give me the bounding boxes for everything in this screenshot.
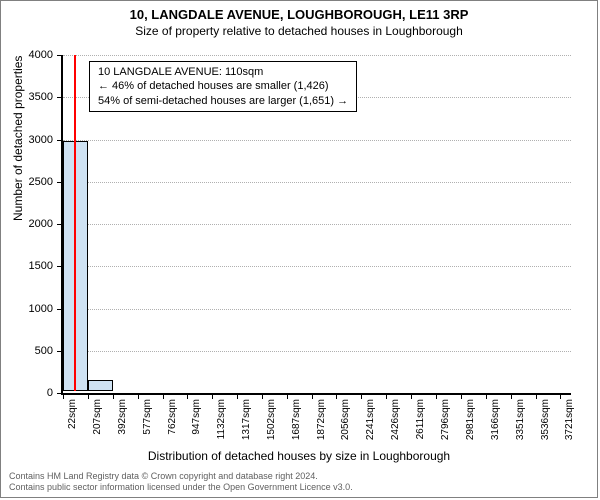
footer: Contains HM Land Registry data © Crown c… xyxy=(9,471,353,493)
chart-title: 10, LANGDALE AVENUE, LOUGHBOROUGH, LE11 … xyxy=(1,7,597,22)
xtick-label: 1502sqm xyxy=(266,399,277,440)
xtick-label: 1317sqm xyxy=(241,399,252,440)
xtick-mark xyxy=(63,393,64,399)
xtick-mark xyxy=(386,393,387,399)
ytick-label: 500 xyxy=(13,345,53,357)
xtick-mark xyxy=(287,393,288,399)
ytick-mark xyxy=(57,97,63,98)
info-line2: ← 46% of detached houses are smaller (1,… xyxy=(98,79,348,93)
xtick-label: 762sqm xyxy=(167,399,178,435)
xtick-label: 2056sqm xyxy=(340,399,351,440)
info-box: 10 LANGDALE AVENUE: 110sqm ← 46% of deta… xyxy=(89,61,357,112)
xtick-label: 2611sqm xyxy=(415,399,426,439)
footer-line1: Contains HM Land Registry data © Crown c… xyxy=(9,471,353,482)
marker-line xyxy=(74,55,76,391)
xtick-mark xyxy=(511,393,512,399)
xtick-mark xyxy=(312,393,313,399)
xtick-label: 392sqm xyxy=(117,399,128,435)
ytick-label: 3000 xyxy=(13,134,53,146)
xtick-mark xyxy=(212,393,213,399)
xtick-mark xyxy=(461,393,462,399)
xtick-label: 2426sqm xyxy=(390,399,401,440)
info-line3: 54% of semi-detached houses are larger (… xyxy=(98,94,348,108)
xtick-mark xyxy=(138,393,139,399)
xtick-mark xyxy=(113,393,114,399)
xtick-label: 1872sqm xyxy=(316,399,327,440)
x-axis-title: Distribution of detached houses by size … xyxy=(1,449,597,463)
xtick-mark xyxy=(88,393,89,399)
ytick-label: 4000 xyxy=(13,49,53,61)
xtick-label: 3536sqm xyxy=(540,399,551,440)
gridline xyxy=(63,266,571,267)
xtick-mark xyxy=(436,393,437,399)
xtick-label: 3351sqm xyxy=(515,399,526,440)
xtick-label: 22sqm xyxy=(67,399,78,429)
xtick-mark xyxy=(237,393,238,399)
xtick-label: 2981sqm xyxy=(465,399,476,440)
xtick-label: 3721sqm xyxy=(564,399,575,440)
gridline xyxy=(63,309,571,310)
gridline xyxy=(63,224,571,225)
ytick-label: 1500 xyxy=(13,260,53,272)
chart-container: 10, LANGDALE AVENUE, LOUGHBOROUGH, LE11 … xyxy=(0,0,598,498)
ytick-label: 2500 xyxy=(13,176,53,188)
ytick-label: 0 xyxy=(13,387,53,399)
gridline xyxy=(63,140,571,141)
xtick-label: 207sqm xyxy=(92,399,103,435)
xtick-mark xyxy=(411,393,412,399)
info-line1: 10 LANGDALE AVENUE: 110sqm xyxy=(98,65,348,79)
xtick-label: 1132sqm xyxy=(216,399,227,439)
ytick-label: 1000 xyxy=(13,303,53,315)
xtick-label: 1687sqm xyxy=(291,399,302,440)
xtick-mark xyxy=(536,393,537,399)
histogram-bar xyxy=(75,141,88,391)
ytick-label: 2000 xyxy=(13,218,53,230)
xtick-mark xyxy=(187,393,188,399)
xtick-mark xyxy=(361,393,362,399)
xtick-mark xyxy=(486,393,487,399)
gridline xyxy=(63,351,571,352)
xtick-label: 577sqm xyxy=(142,399,153,435)
histogram-bar xyxy=(88,380,113,391)
xtick-label: 947sqm xyxy=(191,399,202,435)
xtick-label: 2796sqm xyxy=(440,399,451,440)
ytick-label: 3500 xyxy=(13,91,53,103)
xtick-mark xyxy=(262,393,263,399)
chart-subtitle: Size of property relative to detached ho… xyxy=(1,24,597,38)
xtick-mark xyxy=(336,393,337,399)
gridline xyxy=(63,182,571,183)
footer-line2: Contains public sector information licen… xyxy=(9,482,353,493)
xtick-mark xyxy=(163,393,164,399)
xtick-mark xyxy=(560,393,561,399)
xtick-label: 2241sqm xyxy=(365,399,376,440)
ytick-mark xyxy=(57,55,63,56)
xtick-label: 3166sqm xyxy=(490,399,501,440)
gridline xyxy=(63,55,571,56)
